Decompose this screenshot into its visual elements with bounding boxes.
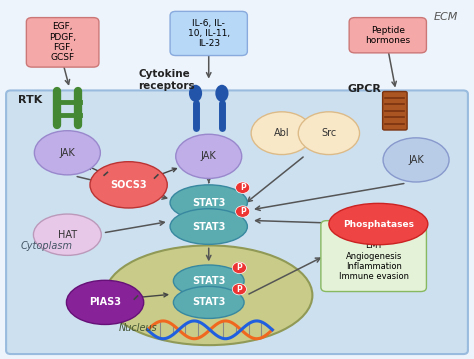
Text: Proliferation
EMT
Angiogenesis
Inflammation
Immune evasion: Proliferation EMT Angiogenesis Inflammat… [338, 231, 409, 281]
Text: Peptide
hormones: Peptide hormones [365, 25, 410, 45]
Text: HAT: HAT [58, 230, 77, 240]
Text: P: P [240, 183, 246, 192]
FancyBboxPatch shape [383, 92, 407, 130]
FancyBboxPatch shape [321, 221, 427, 292]
Ellipse shape [189, 85, 202, 102]
Ellipse shape [105, 246, 312, 345]
FancyBboxPatch shape [6, 90, 468, 354]
Ellipse shape [329, 203, 428, 245]
Ellipse shape [34, 214, 101, 255]
Text: ECM: ECM [434, 12, 458, 22]
Text: GPCR: GPCR [348, 84, 382, 94]
Ellipse shape [176, 134, 242, 178]
Text: STAT3: STAT3 [192, 198, 226, 208]
Text: PIAS3: PIAS3 [89, 297, 121, 307]
FancyBboxPatch shape [27, 18, 99, 67]
FancyBboxPatch shape [349, 18, 427, 53]
Ellipse shape [232, 262, 246, 274]
Ellipse shape [66, 280, 144, 325]
Text: JAK: JAK [408, 155, 424, 165]
Ellipse shape [236, 206, 250, 217]
Ellipse shape [232, 284, 246, 295]
Ellipse shape [173, 265, 244, 297]
Text: Cytokine
receptors: Cytokine receptors [138, 69, 195, 91]
Text: RTK: RTK [18, 95, 42, 105]
Ellipse shape [298, 112, 359, 155]
Text: STAT3: STAT3 [192, 222, 226, 232]
Text: Cytoplasm: Cytoplasm [20, 241, 72, 251]
FancyBboxPatch shape [170, 11, 247, 56]
Text: Nucleus: Nucleus [119, 323, 158, 333]
Text: EGF,
PDGF,
FGF,
GCSF: EGF, PDGF, FGF, GCSF [49, 22, 76, 62]
Ellipse shape [173, 286, 244, 318]
Ellipse shape [251, 112, 312, 155]
Text: Abl: Abl [274, 128, 290, 138]
Text: IL-6, IL-
10, IL-11,
IL-23: IL-6, IL- 10, IL-11, IL-23 [188, 19, 230, 48]
Text: STAT3: STAT3 [192, 276, 226, 286]
Ellipse shape [236, 182, 250, 194]
Ellipse shape [35, 131, 100, 175]
Ellipse shape [383, 138, 449, 182]
Text: P: P [237, 264, 242, 272]
Text: Phosphatases: Phosphatases [343, 219, 414, 229]
Text: STAT3: STAT3 [192, 297, 226, 307]
Text: P: P [240, 207, 246, 216]
Text: Src: Src [321, 128, 337, 138]
Ellipse shape [170, 185, 247, 220]
Ellipse shape [170, 209, 247, 244]
Ellipse shape [90, 162, 167, 208]
Text: P: P [237, 285, 242, 294]
Ellipse shape [215, 85, 228, 102]
Text: JAK: JAK [59, 148, 75, 158]
Text: SOCS3: SOCS3 [110, 180, 147, 190]
Text: JAK: JAK [201, 151, 217, 161]
